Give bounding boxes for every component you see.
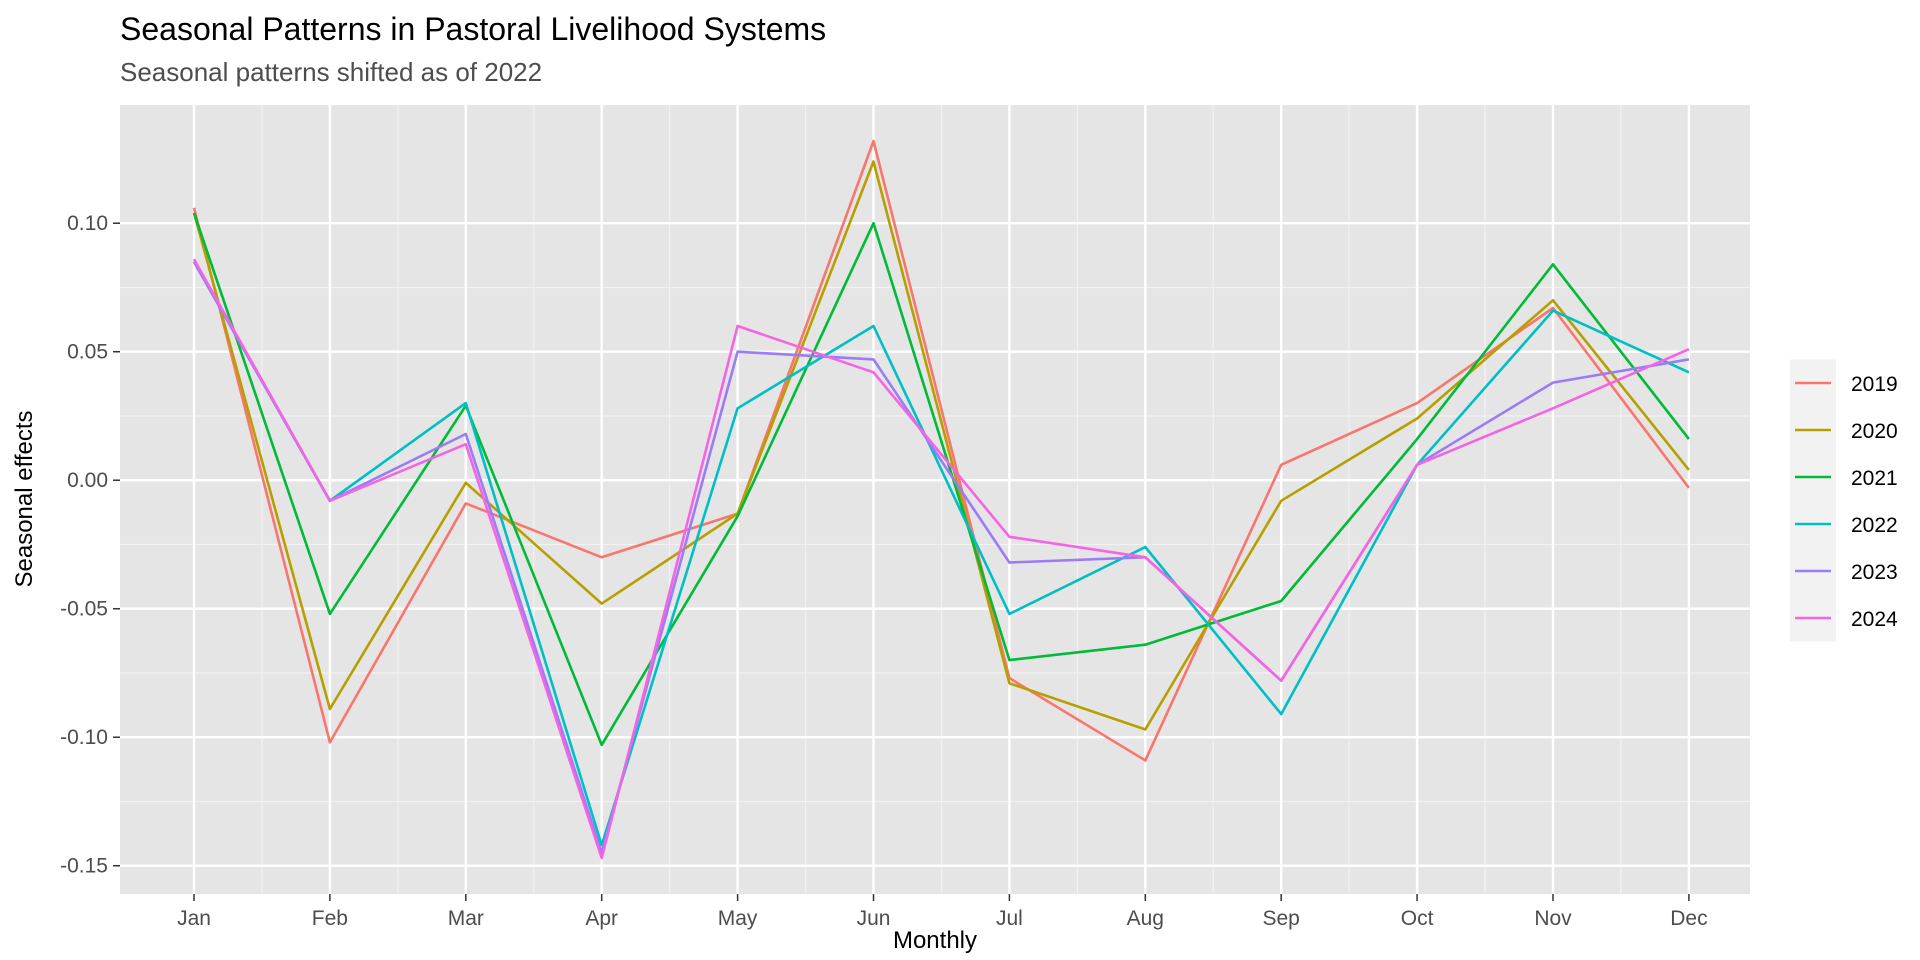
y-tick-label: 0.05 (67, 341, 108, 364)
series-line-2023 (192, 261, 1690, 855)
minor-gridlines (120, 105, 1750, 894)
y-axis-title: Seasonal effects (11, 410, 38, 587)
y-tick-label: 0.00 (67, 469, 108, 492)
x-tick-label: Nov (1534, 907, 1572, 930)
x-tick-label: Jul (996, 907, 1023, 930)
x-tick-label: Sep (1263, 907, 1300, 930)
series-line-2021 (192, 212, 1690, 747)
x-tick-label: Jun (857, 907, 891, 930)
y-axis-ticks: -0.15 -0.10 -0.05 0.00 0.05 0.10 (60, 212, 120, 878)
x-tick-label: Mar (448, 907, 484, 930)
x-axis-ticks: Jan Feb Mar Apr May Jun Jul Aug Sep Oct Nov Dec (177, 894, 1708, 930)
x-tick-label: Jan (177, 907, 211, 930)
legend-key-background (1790, 359, 1836, 642)
legend-label-2023: 2023 (1851, 561, 1898, 584)
x-tick-label: Oct (1401, 907, 1434, 930)
legend-label-2019: 2019 (1851, 373, 1898, 396)
x-tick-label: Dec (1670, 907, 1707, 930)
chart-title: Seasonal Patterns in Pastoral Livelihood… (120, 11, 826, 47)
series-lines (192, 139, 1690, 860)
y-tick-label: -0.15 (60, 855, 108, 878)
x-tick-label: Apr (585, 907, 618, 930)
series-line-2024 (192, 258, 1690, 860)
legend: 2019 2020 2021 2022 2023 2024 (1790, 359, 1898, 642)
legend-label-2020: 2020 (1851, 420, 1898, 443)
y-tick-label: 0.10 (67, 212, 108, 235)
legend-label-2024: 2024 (1851, 608, 1898, 631)
plot-panel (120, 105, 1750, 894)
major-gridlines (120, 105, 1750, 894)
series-line-2020 (192, 160, 1690, 731)
legend-label-2021: 2021 (1851, 467, 1898, 490)
y-tick-label: -0.10 (60, 726, 108, 749)
x-tick-label: Feb (312, 907, 348, 930)
x-axis-title: Monthly (893, 927, 977, 954)
legend-label-2022: 2022 (1851, 514, 1898, 537)
x-tick-label: May (718, 907, 758, 930)
chart-subtitle: Seasonal patterns shifted as of 2022 (120, 57, 542, 87)
x-tick-label: Aug (1127, 907, 1164, 930)
series-line-2019 (192, 139, 1690, 762)
y-tick-label: -0.05 (60, 598, 108, 621)
series-line-2022 (192, 261, 1690, 847)
